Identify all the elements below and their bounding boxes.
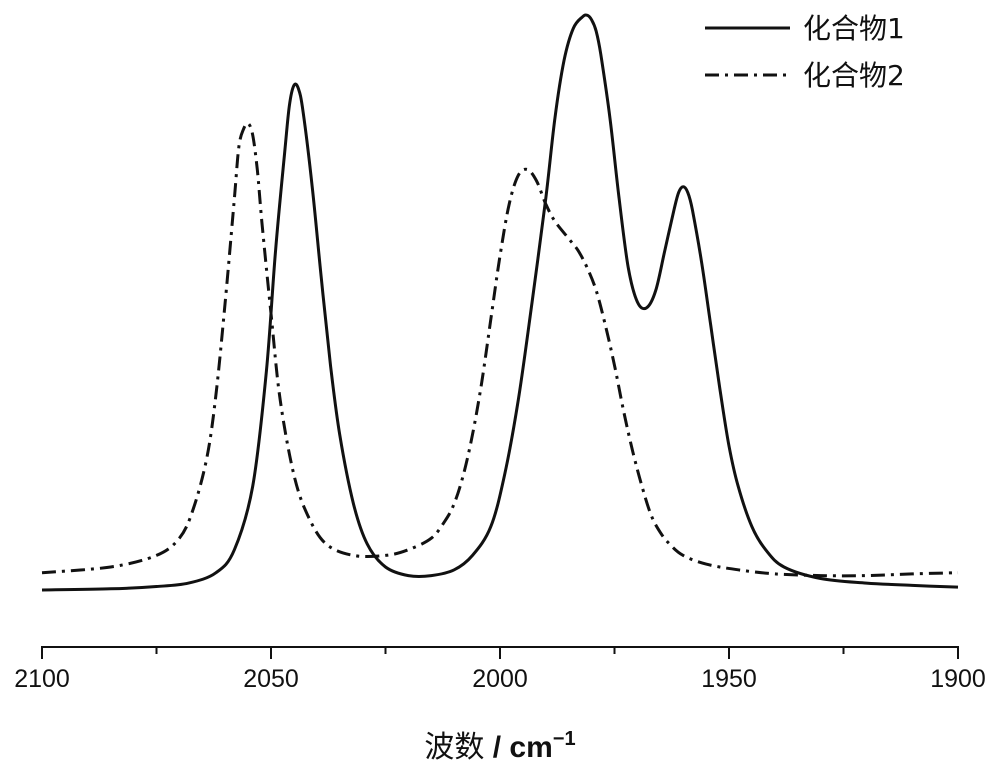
x-tick-label: 2050 — [243, 665, 299, 693]
x-axis-label-main: 波数 — [424, 730, 484, 765]
x-tick-label: 2000 — [472, 665, 528, 693]
legend-label-2: 化合物2 — [803, 59, 905, 92]
x-axis-label: 波数 / cm−1 — [424, 728, 575, 765]
x-tick-label: 1950 — [701, 665, 757, 693]
x-tick-label: 2100 — [14, 665, 70, 693]
x-tick-label: 1900 — [930, 665, 986, 693]
plot-area — [42, 15, 958, 590]
series-line-2 — [42, 123, 958, 576]
legend: 化合物1 化合物2 — [705, 12, 905, 92]
x-axis: 2100 2050 2000 1950 1900 — [14, 647, 986, 693]
x-axis-label-unit: / cm — [484, 731, 552, 764]
legend-label-1: 化合物1 — [803, 12, 905, 45]
series-line-1 — [42, 15, 958, 590]
x-axis-label-superscript: −1 — [553, 728, 576, 750]
x-axis-ticks: 2100 2050 2000 1950 1900 — [14, 647, 986, 693]
